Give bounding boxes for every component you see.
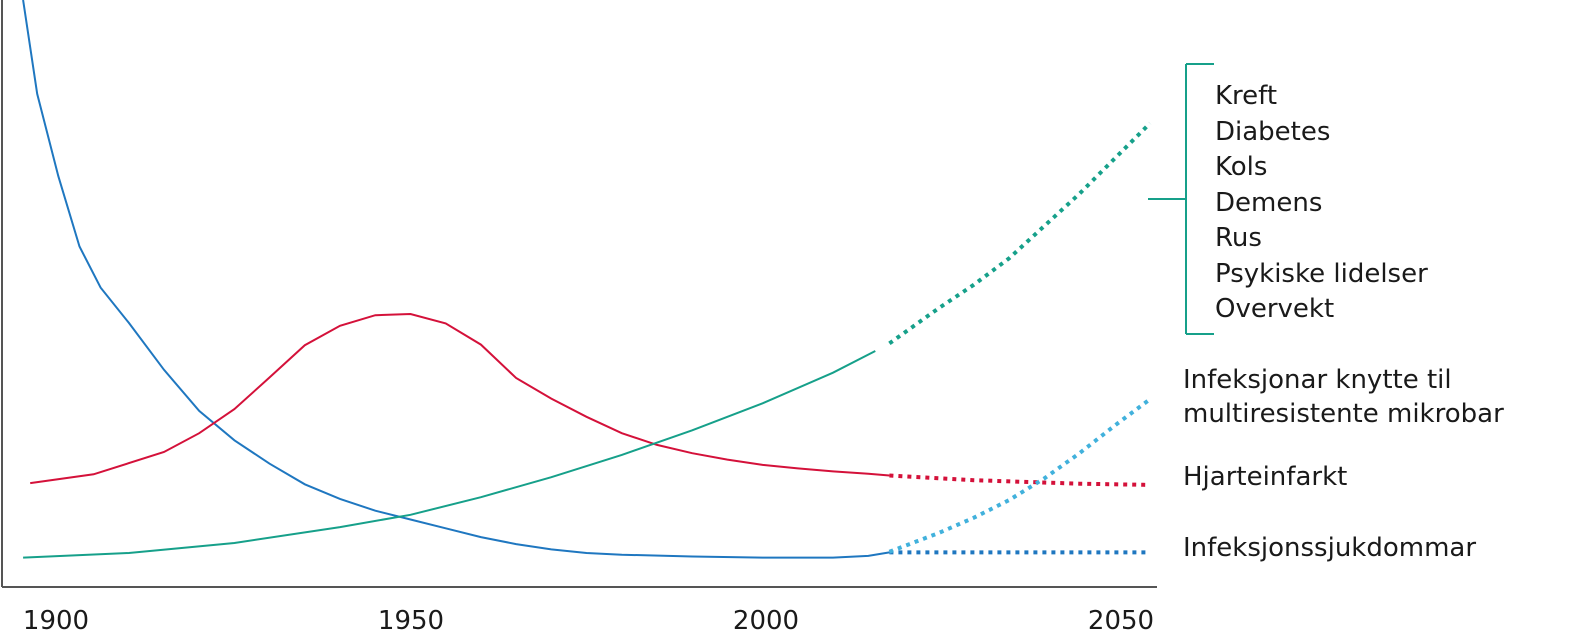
- legend-label-demens: Demens: [1215, 188, 1322, 218]
- legend-label-diabetes: Diabetes: [1215, 117, 1330, 147]
- legend-label-resistant-line2: multiresistente mikrobar: [1183, 399, 1504, 429]
- chronic-bracket: [1148, 63, 1214, 335]
- legend-label-psykiske: Psykiske lidelser: [1215, 259, 1428, 289]
- chronic-label-list: Kreft Diabetes Kols Demens Rus Psykiske …: [1215, 81, 1428, 324]
- series-line-heart: [30, 312, 890, 485]
- legend-label-infection: Infeksjonssjukdommar: [1183, 533, 1476, 563]
- x-tick-label: 2050: [1088, 606, 1154, 636]
- series-projection-heart: [889, 473, 1151, 487]
- series-line-chronic: [23, 350, 876, 559]
- legend-label-kols: Kols: [1215, 152, 1267, 182]
- legend-label-kreft: Kreft: [1215, 81, 1277, 111]
- legend-label-rus: Rus: [1215, 223, 1262, 253]
- legend-label-resistant-line1: Infeksjonar knytte til: [1183, 365, 1452, 395]
- series-lines: [22, 0, 1152, 559]
- legend-label-overvekt: Overvekt: [1215, 294, 1334, 324]
- x-tick-label: 1950: [378, 606, 444, 636]
- series-projection-resistant: [888, 397, 1152, 554]
- x-tick-label: 1900: [23, 606, 89, 636]
- series-line-infection: [22, 0, 890, 559]
- legend-label-heart: Hjarteinfarkt: [1183, 462, 1347, 492]
- x-tick-label: 2000: [733, 606, 799, 636]
- series-projection-chronic: [888, 121, 1152, 346]
